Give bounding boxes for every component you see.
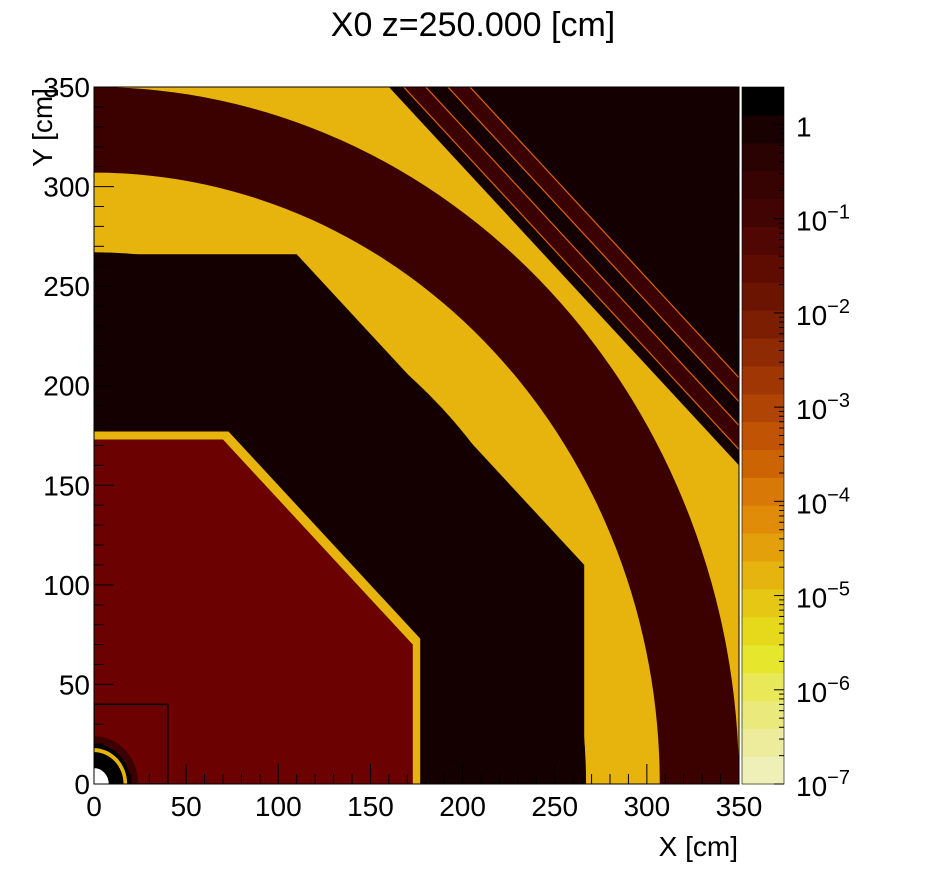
colorbar-tick-label: 10−2 [796, 296, 850, 331]
colorbar-segment [742, 310, 784, 339]
x-tick-label: 300 [623, 791, 670, 822]
colorbar-segment [742, 700, 784, 729]
y-tick-label: 350 [43, 72, 90, 103]
colorbar-segment [742, 505, 784, 534]
colorbar-segment [742, 114, 784, 144]
y-tick-label: 200 [43, 371, 90, 402]
x-tick-label: 50 [171, 791, 202, 822]
colorbar-tick-exponent: −2 [827, 296, 850, 318]
y-tick-label: 250 [43, 271, 90, 302]
colorbar-tick-label: 10−4 [796, 484, 850, 519]
y-tick-label: 50 [59, 669, 90, 700]
colorbar-segment [742, 365, 784, 395]
x-tick-label: 350 [716, 791, 763, 822]
colorbar-segment [742, 170, 784, 200]
colorbar-tick-label: 10−1 [796, 202, 850, 237]
colorbar-tick-exponent: −1 [827, 202, 850, 224]
y-tick-label: 150 [43, 470, 90, 501]
colorbar-tick-label: 10−6 [796, 673, 850, 708]
y-tick-label: 300 [43, 172, 90, 203]
colorbar-segment [742, 421, 784, 451]
colorbar-segment [742, 226, 784, 255]
x-tick-label: 250 [531, 791, 578, 822]
beam-pipe [94, 768, 109, 784]
colorbar-segment [742, 672, 784, 701]
colorbar-segment [742, 254, 784, 283]
colorbar-segment [742, 616, 784, 646]
axes: 00 50 50 100 100 150 150 200 200 250 250 300 300 350 3… [43, 72, 762, 822]
colorbar-segment [742, 728, 784, 757]
colorbar-tick-exponent: −5 [827, 579, 850, 601]
plot-area [94, 73, 752, 784]
colorbar-segment [742, 588, 784, 618]
colorbar-tick-label: 10−7 [796, 767, 850, 802]
colorbar-tick-exponent: −4 [827, 484, 850, 506]
colorbar-tick-exponent: −3 [827, 390, 850, 412]
colorbar-segment [742, 282, 784, 311]
y-axis-title: Y [cm] [27, 88, 58, 167]
colorbar-tick-label: 10−5 [796, 579, 850, 614]
corner-stripe [469, 87, 739, 379]
colorbar: 1 10−1 10−2 10−3 10−4 10−5 10−6 10−7 [741, 86, 850, 802]
colorbar-segment [742, 449, 784, 478]
colorbar-segment [742, 87, 784, 116]
x-axis-title: X [cm] [659, 831, 738, 862]
x-tick-label: 0 [86, 791, 102, 822]
colorbar-segment [742, 533, 784, 562]
colorbar-segment [742, 393, 784, 423]
x-tick-label: 200 [439, 791, 486, 822]
y-tick-label: 100 [43, 570, 90, 601]
colorbar-segment [742, 198, 784, 227]
colorbar-segment [742, 644, 784, 674]
colorbar-tick-exponent: −6 [827, 673, 850, 695]
plot-frame [93, 86, 740, 785]
chart-title: X0 z=250.000 [cm] [330, 6, 616, 44]
colorbar-segment [742, 560, 784, 590]
colorbar-segment [742, 337, 784, 367]
colorbar-segment [742, 142, 784, 172]
colorbar-tick-label: 10−3 [796, 390, 850, 425]
colorbar-tick-label: 1 [796, 111, 812, 142]
x-tick-label: 150 [347, 791, 394, 822]
stripe-line [739, 73, 752, 87]
colorbar-segment [742, 756, 784, 785]
region-inner-octagon [94, 439, 413, 784]
x-tick-label: 100 [255, 791, 302, 822]
colorbar-tick-exponent: −7 [827, 767, 850, 789]
y-tick-label: 0 [74, 769, 90, 800]
